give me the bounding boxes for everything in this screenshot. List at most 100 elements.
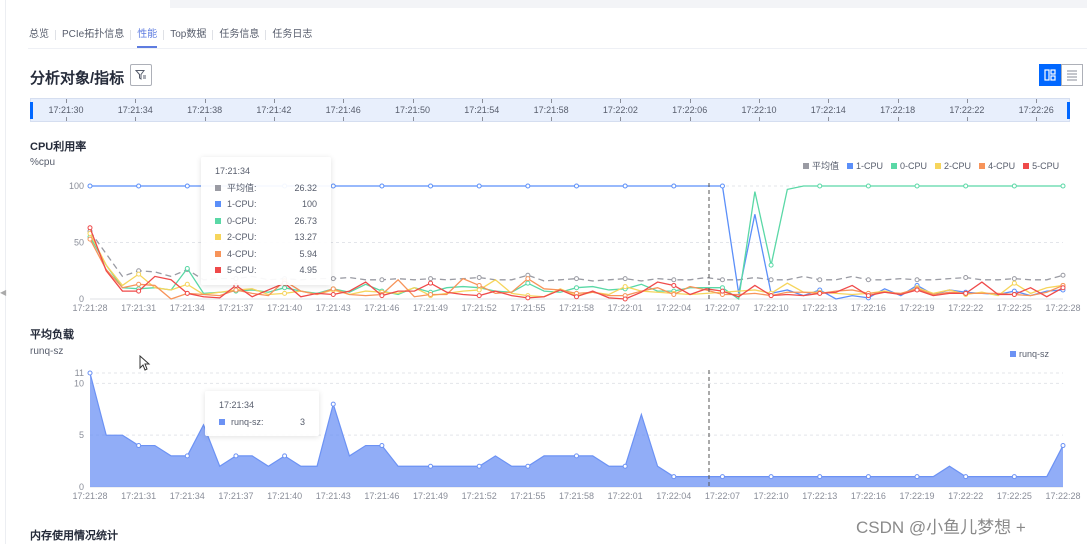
legend-item-4[interactable]: 4-CPU [979, 159, 1015, 172]
legend-item-2[interactable]: 0-CPU [891, 159, 927, 172]
timeline-tick [204, 99, 206, 103]
svg-text:17:21:43: 17:21:43 [316, 303, 351, 313]
timeline-label: 17:22:06 [672, 105, 708, 115]
svg-text:17:22:07: 17:22:07 [705, 491, 740, 501]
top-bar [170, 0, 1087, 8]
tooltip-series-name: runq-sz: [231, 416, 264, 427]
svg-text:17:22:10: 17:22:10 [754, 491, 789, 501]
timeline-tick [828, 117, 830, 121]
time-range-slider[interactable]: 17:21:30 17:21:34 17:21:38 17:21:42 17:21:46… [30, 98, 1070, 122]
legend-item-0[interactable]: 平均值 [803, 159, 839, 172]
timeline-tick [1036, 117, 1038, 121]
tooltip-series-value: 26.73 [294, 215, 317, 226]
cpu-tooltip: 17:21:34 平均值: 26.32 1-CPU: 100 0-CPU: 26.73 2-… [201, 157, 331, 285]
svg-text:17:21:49: 17:21:49 [413, 303, 448, 313]
cpu-unit-label: %cpu [30, 157, 56, 168]
tooltip-swatch [215, 234, 221, 241]
timeline-label: 17:21:50 [394, 105, 431, 115]
timeline-tick [897, 99, 899, 103]
timeline-tick [66, 117, 67, 121]
timeline-tick [343, 99, 345, 103]
load-tooltip: 17:21:34 runq-sz: 3 [205, 391, 319, 436]
tooltip-row: 5-CPU: 4.95 [215, 262, 317, 279]
range-end-handle[interactable] [1067, 102, 1070, 119]
memory-section-title: 内存使用情况统计 [30, 530, 118, 542]
tooltip-row: 2-CPU: 13.27 [215, 229, 317, 246]
timeline-label: 17:22:22 [949, 105, 985, 115]
svg-text:17:21:49: 17:21:49 [413, 491, 448, 501]
filter-button[interactable] [130, 64, 152, 86]
svg-text:17:21:58: 17:21:58 [559, 491, 594, 501]
svg-text:17:21:46: 17:21:46 [364, 491, 399, 501]
list-view-button[interactable] [1061, 64, 1083, 86]
legend-label: runq-sz [1019, 349, 1050, 359]
svg-text:17:22:22: 17:22:22 [948, 303, 983, 313]
timeline-tick [135, 99, 137, 103]
timeline-tick [273, 117, 275, 121]
timeline-label: 17:21:46 [325, 105, 361, 115]
tab-task-info[interactable]: 任务信息 [219, 29, 260, 40]
tooltip-series-value: 100 [301, 199, 317, 210]
svg-text:17:21:34: 17:21:34 [170, 303, 205, 313]
grid-layout-icon [1044, 69, 1056, 81]
tab-bar: 总览 PCIe拓扑信息 性能 Top数据 任务信息 任务日志 [29, 28, 316, 48]
timeline-tick [759, 117, 760, 121]
tooltip-swatch [215, 184, 221, 191]
tooltip-row: 1-CPU: 100 [215, 196, 317, 213]
tooltip-series-name: 2-CPU: [227, 232, 257, 243]
tooltip-series-value: 4.95 [299, 265, 317, 276]
svg-text:17:21:40: 17:21:40 [267, 303, 302, 313]
legend-item-1[interactable]: 1-CPU [847, 159, 883, 172]
svg-text:17:22:13: 17:22:13 [802, 303, 837, 313]
tab-task-log[interactable]: 任务日志 [272, 29, 313, 40]
svg-text:17:22:01: 17:22:01 [608, 491, 643, 501]
tab-pcie-topology[interactable]: PCIe拓扑信息 [62, 29, 125, 40]
svg-text:17:21:52: 17:21:52 [462, 303, 497, 313]
svg-text:17:22:19: 17:22:19 [900, 303, 935, 313]
svg-text:17:21:37: 17:21:37 [218, 303, 253, 313]
tooltip-row: 4-CPU: 5.94 [215, 246, 317, 263]
timeline-tick [551, 99, 553, 103]
range-start-handle[interactable] [30, 102, 33, 119]
legend-label: 4-CPU [988, 160, 1016, 171]
svg-text:5: 5 [79, 430, 84, 440]
svg-text:0: 0 [79, 294, 84, 304]
svg-text:50: 50 [74, 238, 84, 248]
timeline-label: 17:21:42 [256, 105, 292, 115]
legend-swatch [847, 162, 854, 169]
left-border [5, 0, 6, 544]
tab-separator [212, 30, 214, 40]
timeline-label: 17:21:34 [117, 105, 153, 115]
tooltip-series-value: 5.94 [299, 248, 317, 259]
timeline-tick [135, 117, 137, 121]
svg-text:17:21:55: 17:21:55 [510, 491, 545, 501]
legend-swatch [935, 162, 942, 169]
legend-item-5[interactable]: 5-CPU [1023, 159, 1059, 172]
watermark: CSDN @小鱼儿梦想 + [856, 518, 1026, 537]
tab-separator [130, 30, 132, 40]
svg-text:17:21:55: 17:21:55 [510, 303, 545, 313]
legend-item-runq-sz[interactable]: runq-sz [1010, 349, 1049, 359]
timeline-tick [551, 117, 553, 121]
grid-view-button[interactable] [1039, 64, 1061, 86]
tooltip-swatch [219, 418, 225, 425]
timeline-tick [481, 99, 483, 103]
tooltip-row: 0-CPU: 26.73 [215, 213, 317, 230]
legend-swatch [891, 162, 898, 169]
collapse-arrow-icon[interactable]: ◀ [0, 288, 7, 297]
tooltip-row: 平均值: 26.32 [215, 180, 317, 197]
timeline-label: 17:21:54 [464, 105, 500, 115]
tab-overview[interactable]: 总览 [29, 29, 49, 40]
legend-label: 平均值 [812, 161, 840, 171]
tab-top-data[interactable]: Top数据 [170, 29, 207, 40]
svg-text:17:22:28: 17:22:28 [1045, 491, 1080, 501]
svg-text:17:22:13: 17:22:13 [802, 491, 837, 501]
legend-label: 0-CPU [900, 160, 928, 171]
timeline-tick [204, 117, 206, 121]
legend-item-3[interactable]: 2-CPU [935, 159, 971, 172]
timeline-tick [481, 117, 483, 121]
tab-separator [163, 30, 165, 40]
tab-performance[interactable]: 性能 [133, 28, 161, 48]
list-icon [1067, 70, 1077, 81]
